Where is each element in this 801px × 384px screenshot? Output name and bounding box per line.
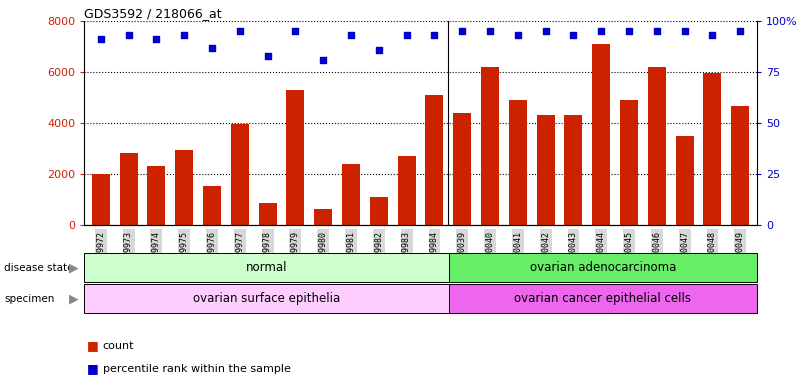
Text: ovarian surface epithelia: ovarian surface epithelia bbox=[193, 292, 340, 305]
Bar bbox=[397, 156, 416, 225]
Point bbox=[595, 28, 608, 35]
Text: ovarian cancer epithelial cells: ovarian cancer epithelial cells bbox=[514, 292, 691, 305]
Point bbox=[456, 28, 469, 35]
Bar bbox=[592, 44, 610, 225]
Point bbox=[317, 57, 330, 63]
Bar bbox=[620, 100, 638, 225]
Bar bbox=[481, 67, 499, 225]
Point bbox=[178, 32, 191, 38]
Bar bbox=[287, 90, 304, 225]
Point bbox=[484, 28, 497, 35]
Bar bbox=[84, 253, 449, 282]
Bar bbox=[731, 106, 749, 225]
Bar bbox=[675, 136, 694, 225]
Text: specimen: specimen bbox=[4, 293, 54, 304]
Point bbox=[150, 36, 163, 43]
Point bbox=[650, 28, 663, 35]
Bar bbox=[92, 174, 110, 225]
Text: ▶: ▶ bbox=[69, 262, 78, 274]
Point bbox=[539, 28, 552, 35]
Bar bbox=[565, 115, 582, 225]
Point bbox=[289, 28, 302, 35]
Point bbox=[567, 32, 580, 38]
Bar bbox=[449, 253, 757, 282]
Point bbox=[706, 32, 718, 38]
Bar bbox=[314, 209, 332, 225]
Bar bbox=[449, 284, 757, 313]
Point bbox=[622, 28, 635, 35]
Text: count: count bbox=[103, 341, 134, 351]
Text: ▶: ▶ bbox=[69, 292, 78, 305]
Point bbox=[123, 32, 135, 38]
Bar bbox=[203, 187, 221, 225]
Point bbox=[206, 45, 219, 51]
Bar bbox=[342, 164, 360, 225]
Bar bbox=[537, 115, 554, 225]
Text: ■: ■ bbox=[87, 339, 99, 352]
Bar bbox=[231, 124, 249, 225]
Point bbox=[372, 46, 385, 53]
Point bbox=[678, 28, 691, 35]
Bar bbox=[370, 197, 388, 225]
Bar bbox=[175, 150, 193, 225]
Point bbox=[734, 28, 747, 35]
Text: percentile rank within the sample: percentile rank within the sample bbox=[103, 364, 291, 374]
Point bbox=[233, 28, 246, 35]
Point bbox=[400, 32, 413, 38]
Point bbox=[428, 32, 441, 38]
Text: normal: normal bbox=[246, 262, 287, 274]
Point bbox=[95, 36, 107, 43]
Text: ■: ■ bbox=[87, 362, 99, 375]
Text: GDS3592 / 218066_at: GDS3592 / 218066_at bbox=[84, 7, 222, 20]
Point bbox=[511, 32, 524, 38]
Point bbox=[261, 53, 274, 59]
Bar bbox=[425, 95, 444, 225]
Bar bbox=[84, 284, 449, 313]
Point bbox=[344, 32, 357, 38]
Text: disease state: disease state bbox=[4, 263, 74, 273]
Bar bbox=[259, 203, 276, 225]
Bar bbox=[648, 67, 666, 225]
Bar bbox=[119, 154, 138, 225]
Bar bbox=[453, 113, 471, 225]
Bar bbox=[147, 166, 166, 225]
Text: ovarian adenocarcinoma: ovarian adenocarcinoma bbox=[529, 262, 676, 274]
Bar bbox=[509, 100, 527, 225]
Bar bbox=[703, 73, 722, 225]
